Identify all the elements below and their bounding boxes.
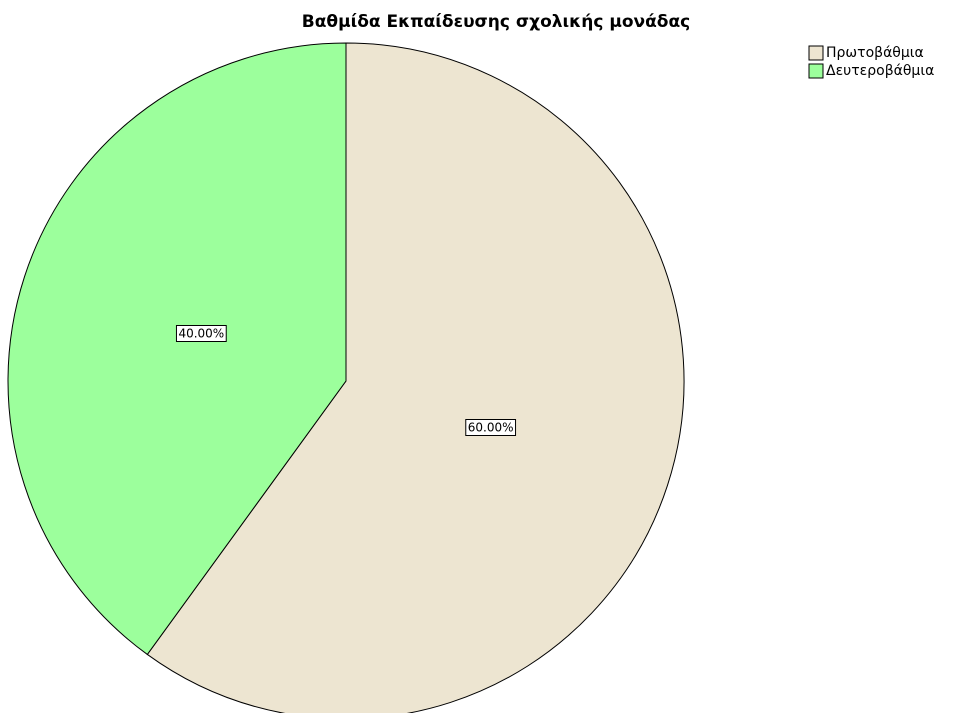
legend-label: Πρωτοβάθμια: [826, 45, 924, 61]
chart-title: Βαθμίδα Εκπαίδευσης σχολικής μονάδας: [302, 12, 690, 32]
value-label: 40.00%: [175, 324, 227, 342]
legend-swatch: [808, 63, 824, 79]
legend-label: Δευτεροβάθμια: [826, 63, 934, 79]
value-label: 60.00%: [465, 419, 517, 437]
pie-slice: [146, 42, 685, 713]
legend-swatch: [808, 45, 824, 61]
value-label-box: [465, 419, 517, 437]
value-label-box: [175, 324, 227, 342]
pie-slice: [7, 42, 347, 656]
value-label-text: 40.00%: [178, 326, 224, 340]
value-label-text: 60.00%: [468, 421, 514, 435]
